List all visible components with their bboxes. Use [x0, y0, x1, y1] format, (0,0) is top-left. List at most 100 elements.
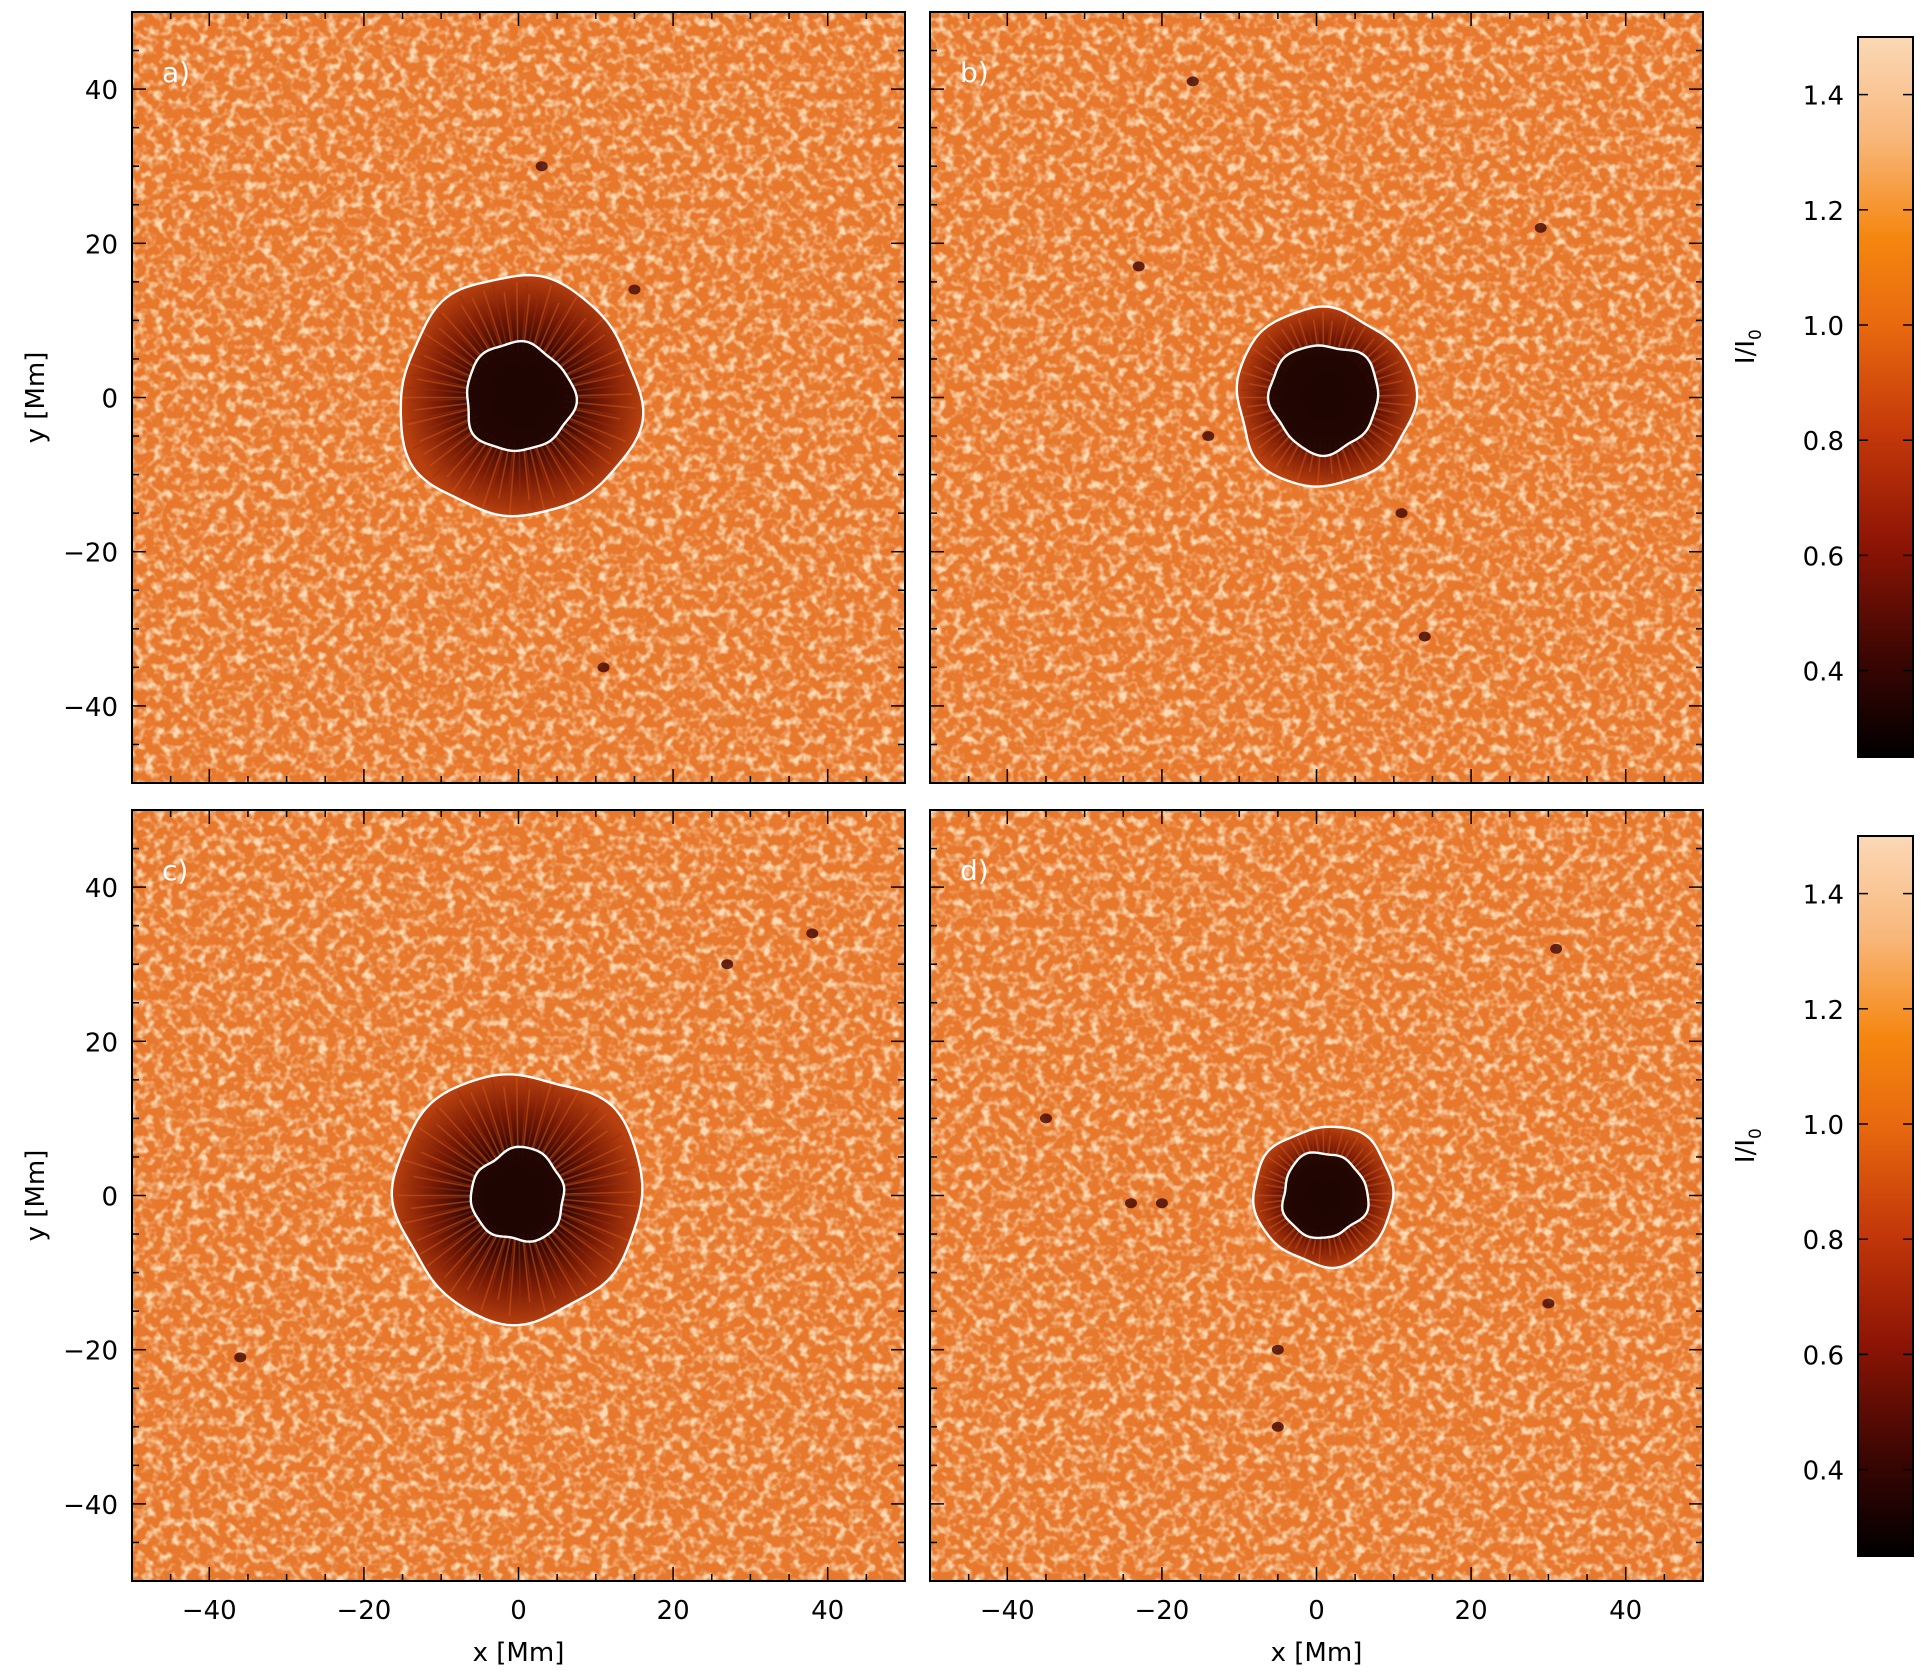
umbra-contour — [465, 339, 579, 453]
penumbral-filament — [538, 1228, 576, 1287]
colorbar-gradient — [1858, 836, 1913, 1556]
penumbral-filament — [449, 1227, 497, 1293]
penumbral-filament — [554, 1209, 630, 1242]
penumbral-filament — [559, 348, 620, 379]
pore — [1550, 943, 1563, 954]
colorbar-label-subscript: 0 — [1746, 329, 1766, 340]
y-tick-label: 20 — [85, 230, 118, 260]
colorbar-label: I/I0 — [1731, 1128, 1766, 1163]
penumbral-filament — [506, 443, 515, 508]
penumbral-filament — [475, 439, 502, 497]
penumbral-filament — [561, 361, 623, 384]
penumbral-filament — [1258, 424, 1289, 449]
penumbral-filament — [546, 1113, 607, 1170]
penumbral-filament — [458, 1099, 499, 1163]
penumbral-filament — [531, 291, 554, 355]
penumbral-filament — [556, 1166, 637, 1187]
penumbral-filament — [552, 427, 597, 467]
panel-a: a) −40 −20 0 20 40 y [Mm] — [21, 11, 906, 784]
penumbral-filament — [401, 1202, 481, 1222]
pore — [1271, 1344, 1284, 1355]
penumbral-filament — [521, 1234, 531, 1302]
penumbral-filament — [423, 354, 477, 380]
penumbra-contour — [399, 273, 645, 518]
colorbar-tick-label: 1.0 — [1803, 1111, 1844, 1141]
penumbral-filament — [529, 1232, 553, 1299]
umbra-contour — [1280, 1151, 1370, 1240]
pore — [721, 959, 734, 970]
y-tick-label: 40 — [85, 874, 118, 904]
penumbral-filament — [545, 1223, 597, 1278]
colorbar-tick-label: 0.4 — [1803, 1457, 1844, 1487]
penumbral-filament — [406, 362, 475, 385]
penumbral-filament — [1245, 416, 1284, 436]
pore — [1155, 1198, 1168, 1209]
sunspot-umbra — [1282, 1152, 1369, 1238]
penumbral-filament — [523, 442, 535, 511]
penumbral-filament — [419, 415, 477, 443]
colorbar-tick-label: 1.4 — [1803, 881, 1844, 911]
y-tick-label: 0 — [101, 1183, 118, 1213]
penumbral-filament — [549, 1130, 608, 1173]
y-axis-label: y [Mm] — [21, 352, 51, 444]
penumbral-filament — [1259, 1188, 1289, 1194]
umbra-contour — [1266, 344, 1380, 458]
penumbral-filament — [435, 1108, 492, 1168]
panel-d: d) −40 −20 0 20 40 x [Mm] — [929, 809, 1704, 1668]
penumbral-filament — [416, 1207, 482, 1231]
colorbar-label: I/I0 — [1731, 329, 1766, 364]
penumbra-contour — [1235, 305, 1419, 488]
penumbral-filament — [555, 334, 606, 372]
penumbral-filament — [557, 1191, 636, 1196]
penumbral-filament — [563, 368, 633, 388]
penumbral-filament — [402, 1184, 480, 1193]
pore — [1395, 508, 1408, 519]
penumbral-filament — [1326, 312, 1332, 352]
penumbral-filament — [421, 331, 481, 373]
penumbral-filament — [417, 355, 477, 381]
penumbral-filament — [497, 1234, 512, 1301]
penumbral-filament — [414, 1152, 483, 1182]
pore — [1418, 631, 1431, 642]
penumbral-filament — [410, 1199, 480, 1210]
penumbral-filament — [537, 1229, 578, 1297]
panel-image — [930, 810, 1703, 1581]
x-axis-label: x [Mm] — [1271, 1638, 1363, 1668]
penumbral-filament — [412, 398, 473, 402]
penumbral-filament — [466, 1229, 501, 1291]
pore — [597, 662, 610, 673]
penumbral-filament — [1347, 1221, 1371, 1247]
penumbral-filament — [549, 430, 595, 477]
penumbral-filament — [406, 386, 473, 395]
penumbral-filament — [529, 1086, 555, 1159]
penumbral-filament — [1336, 313, 1350, 354]
y-tick-label: −20 — [63, 539, 118, 569]
penumbral-filament — [551, 318, 604, 367]
penumbral-filament — [418, 1127, 487, 1174]
penumbral-filament — [429, 1130, 488, 1173]
penumbral-filament — [540, 295, 578, 359]
colorbar-tick-label: 0.8 — [1803, 1226, 1844, 1256]
penumbral-filament — [560, 414, 627, 443]
colorbar-frame — [1857, 835, 1914, 1557]
penumbral-filament — [521, 1088, 531, 1157]
penumbral-filament — [537, 438, 569, 504]
penumbral-filament — [403, 1204, 481, 1225]
penumbral-filament — [1337, 318, 1351, 355]
penumbral-filament — [554, 1210, 619, 1241]
umbra-contour — [469, 1145, 566, 1243]
penumbral-filament — [460, 436, 497, 498]
colorbar-tick-label: 1.4 — [1803, 82, 1844, 112]
panel-b: b) — [929, 11, 1704, 784]
penumbral-filament — [556, 1202, 624, 1219]
penumbral-filament — [448, 1225, 494, 1279]
penumbral-filament — [547, 1220, 600, 1267]
penumbral-filament — [408, 1195, 480, 1200]
penumbral-filament — [542, 436, 574, 486]
penumbral-filament — [515, 1076, 519, 1157]
penumbral-filament — [531, 440, 552, 498]
penumbral-filament — [540, 1104, 584, 1164]
y-tick-label: 40 — [85, 76, 118, 106]
penumbral-filament — [1260, 428, 1292, 458]
penumbral-filament — [429, 1221, 491, 1279]
